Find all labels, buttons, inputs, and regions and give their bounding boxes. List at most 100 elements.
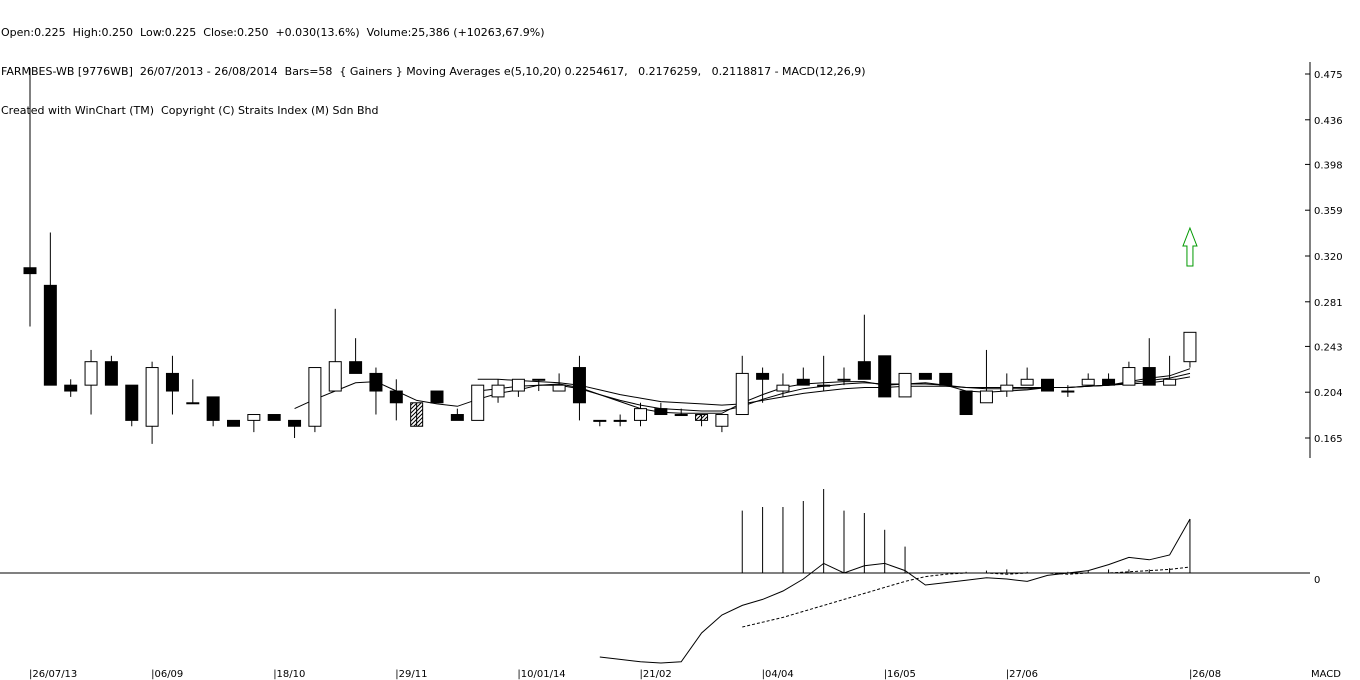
copyright-line: Created with WinChart (TM) Copyright (C)… xyxy=(1,104,379,117)
price-tick-label: 0.165 xyxy=(1314,434,1343,445)
candle-body xyxy=(1163,378,1177,386)
candle-body xyxy=(796,378,810,386)
price-tick-label: 0.320 xyxy=(1314,252,1343,263)
quote-summary-line: Open:0.225 High:0.250 Low:0.225 Close:0.… xyxy=(1,26,545,39)
candle xyxy=(43,232,57,386)
price-tick-label: 0.436 xyxy=(1314,116,1343,127)
candle-body xyxy=(695,414,709,421)
price-axis: 0.475 0.436 0.398 0.359 0.320 0.281 0.243 0.204… xyxy=(1305,70,1343,445)
candle-body xyxy=(84,361,98,386)
candle xyxy=(1020,367,1034,386)
chart-description-line: FARMBES-WB [9776WB] 26/07/2013 - 26/08/2… xyxy=(1,65,866,78)
date-tick-label: |04/04 xyxy=(762,669,794,680)
macd-signal-line xyxy=(742,566,1191,628)
candle xyxy=(23,68,37,327)
date-tick-label: |21/02 xyxy=(640,669,672,680)
candle xyxy=(572,355,586,421)
candle-body xyxy=(613,419,627,422)
candle xyxy=(898,372,912,398)
price-tick-label: 0.475 xyxy=(1314,70,1343,81)
annotations xyxy=(1182,226,1198,267)
candle-body xyxy=(532,378,546,381)
candle xyxy=(349,338,363,374)
candle xyxy=(1000,373,1014,397)
candle xyxy=(918,372,932,380)
candle xyxy=(227,419,240,427)
candle xyxy=(288,419,302,438)
date-tick-label: |06/09 xyxy=(151,669,183,680)
candle-body xyxy=(491,384,505,398)
candles xyxy=(23,68,1197,444)
candle-body xyxy=(288,419,302,427)
candle-body xyxy=(410,402,424,427)
up-arrow-icon xyxy=(1182,226,1198,267)
macd-line xyxy=(599,518,1191,664)
candle xyxy=(1041,378,1054,392)
candle-body xyxy=(1081,378,1095,386)
candle xyxy=(939,372,953,386)
candle xyxy=(104,355,118,386)
candle xyxy=(369,367,383,415)
candle xyxy=(613,414,627,427)
date-tick-label: |16/05 xyxy=(884,669,916,680)
candle-body xyxy=(837,378,851,381)
candle xyxy=(959,390,973,416)
date-tick-label: |10/01/14 xyxy=(517,669,565,680)
candle-body xyxy=(145,367,159,427)
candle xyxy=(593,419,607,427)
candle-body xyxy=(1102,378,1116,386)
price-tick-label: 0.359 xyxy=(1314,206,1343,217)
date-axis: |26/07/13 |06/09 |18/10 |29/11 |10/01/14 |21/… xyxy=(29,669,1221,680)
candle xyxy=(410,402,424,427)
candle xyxy=(328,308,342,392)
date-tick-label: |27/06 xyxy=(1006,669,1038,680)
candle-body xyxy=(227,419,240,427)
candle xyxy=(165,355,179,415)
candle-body xyxy=(389,390,403,404)
candle xyxy=(186,379,200,405)
candle xyxy=(776,373,790,397)
ma20-line xyxy=(477,376,1191,406)
candle xyxy=(1081,373,1095,386)
candle-body xyxy=(634,408,647,421)
date-tick-label: |26/08 xyxy=(1189,669,1221,680)
candle xyxy=(450,408,464,421)
candle-body xyxy=(939,372,953,386)
candle xyxy=(695,414,709,427)
candle-body xyxy=(776,384,790,392)
candle-body xyxy=(1041,378,1054,392)
candle-body xyxy=(756,372,770,380)
candle xyxy=(756,367,770,403)
candle xyxy=(206,396,220,427)
candle xyxy=(674,408,688,417)
candle-body xyxy=(593,419,607,422)
candle-body xyxy=(674,414,688,417)
candle-body xyxy=(979,390,993,404)
price-tick-label: 0.281 xyxy=(1314,298,1343,309)
candle xyxy=(878,355,892,398)
candle-body xyxy=(552,384,566,392)
candle xyxy=(247,414,261,433)
price-tick-label: 0.204 xyxy=(1314,388,1343,399)
candle-body xyxy=(349,361,363,374)
candle-body xyxy=(857,361,871,380)
candle xyxy=(1163,355,1177,386)
candle xyxy=(64,379,78,397)
candle-body xyxy=(898,372,912,398)
candle xyxy=(857,314,871,380)
candle xyxy=(634,402,647,427)
date-tick-label: |29/11 xyxy=(395,669,427,680)
candle-body xyxy=(918,372,932,380)
candle-body xyxy=(165,372,179,392)
candle xyxy=(1122,361,1136,386)
macd-label: MACD xyxy=(1311,669,1341,680)
candle-body xyxy=(817,384,831,387)
candle-body xyxy=(878,355,892,398)
candle xyxy=(491,379,505,403)
candle-body xyxy=(369,372,383,392)
candle xyxy=(532,378,546,392)
candle-body xyxy=(572,367,586,404)
candle-body xyxy=(1020,378,1034,386)
candle xyxy=(715,414,729,433)
price-tick-label: 0.243 xyxy=(1314,342,1343,353)
